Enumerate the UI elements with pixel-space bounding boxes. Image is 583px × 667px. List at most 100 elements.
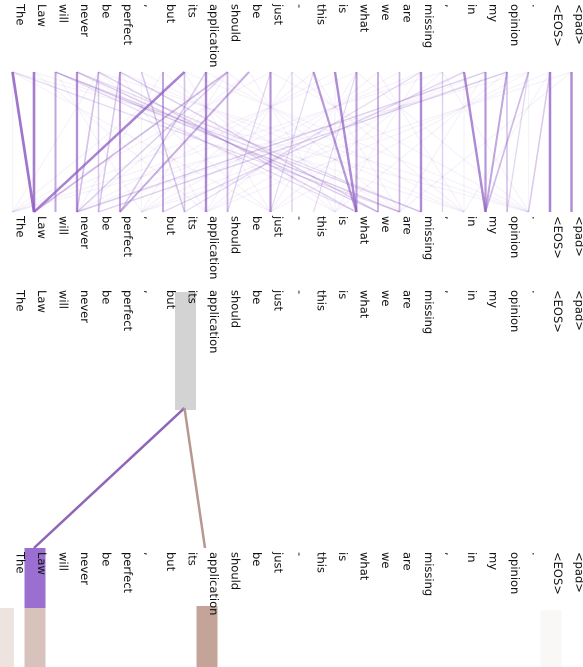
middle-token: opinion bbox=[508, 290, 522, 332]
middle-token: <pad> bbox=[573, 290, 583, 331]
top-target-token: be bbox=[250, 216, 264, 230]
attention-link bbox=[98, 71, 508, 213]
top-target-token: will bbox=[57, 216, 71, 235]
attention-link bbox=[484, 71, 508, 213]
middle-token: should bbox=[229, 290, 243, 328]
attention-link-faint bbox=[140, 71, 229, 213]
context-bar-law bbox=[24, 608, 46, 667]
middle-token: perfect bbox=[121, 290, 135, 332]
top-target-token: just bbox=[272, 215, 286, 237]
selected-token-highlight[interactable] bbox=[175, 292, 196, 410]
attention-link-faint bbox=[98, 71, 271, 213]
attention-link-faint bbox=[205, 71, 379, 213]
top-source-token: my bbox=[487, 4, 501, 22]
middle-token: are bbox=[401, 290, 415, 309]
top-target-token: should bbox=[229, 216, 243, 254]
top-source-token-column: The Law will never be perfect, but its applicati… bbox=[14, 3, 583, 67]
top-target-token: The bbox=[14, 215, 28, 237]
attention-link-faint bbox=[12, 71, 529, 213]
top-source-token: . bbox=[530, 4, 544, 8]
bottom-token: in bbox=[465, 552, 479, 562]
middle-token: Law bbox=[35, 290, 49, 313]
attention-link-faint bbox=[227, 71, 400, 213]
attention-link-faint bbox=[334, 71, 422, 213]
attention-link-faint bbox=[33, 71, 207, 213]
bottom-token: , bbox=[444, 552, 458, 556]
attention-link-faint bbox=[141, 71, 314, 213]
attention-link bbox=[76, 71, 100, 213]
middle-token: . bbox=[530, 290, 544, 294]
attention-link-faint bbox=[248, 71, 336, 213]
bottom-token: will bbox=[57, 552, 71, 571]
attention-link-faint bbox=[141, 71, 400, 213]
middle-token: but bbox=[164, 290, 178, 310]
bottom-token: opinion bbox=[508, 552, 522, 594]
top-source-token: opinion bbox=[508, 4, 522, 46]
top-source-token: <pad> bbox=[573, 4, 583, 45]
bottom-token: but bbox=[164, 552, 178, 572]
attention-link bbox=[76, 71, 422, 213]
top-source-token: but bbox=[164, 4, 178, 24]
top-source-token: <EOS> bbox=[551, 4, 565, 47]
focus-token-highlight-law bbox=[24, 548, 46, 608]
attention-link-faint bbox=[312, 71, 401, 213]
attention-link-faint bbox=[398, 71, 487, 213]
attention-link-faint bbox=[334, 71, 508, 213]
bottom-token: The bbox=[14, 551, 28, 573]
bottom-token: application bbox=[207, 552, 221, 615]
middle-token: never bbox=[78, 290, 92, 323]
attention-link-faint bbox=[356, 71, 529, 213]
attention-link bbox=[312, 71, 358, 213]
top-source-token: , bbox=[444, 4, 458, 8]
attention-link-faint bbox=[205, 71, 551, 213]
attention-link bbox=[506, 71, 530, 213]
middle-token: be bbox=[100, 290, 114, 304]
attention-link-faint bbox=[76, 71, 250, 213]
attention-link-faint bbox=[399, 71, 572, 213]
attention-link-faint bbox=[205, 71, 293, 213]
top-target-token: <EOS> bbox=[551, 216, 565, 259]
top-source-token: will bbox=[57, 4, 71, 23]
context-bar-eos bbox=[540, 610, 562, 667]
top-source-token: its bbox=[186, 4, 200, 18]
bottom-token: perfect bbox=[121, 552, 135, 594]
bottom-token: be bbox=[100, 552, 114, 566]
top-target-token: be bbox=[100, 216, 114, 230]
bottom-token: missing bbox=[422, 552, 436, 596]
attention-link bbox=[76, 71, 486, 213]
bottom-token: <EOS> bbox=[551, 552, 565, 595]
top-source-token: application bbox=[207, 4, 221, 67]
bottom-token: this bbox=[315, 552, 329, 573]
middle-token: just bbox=[272, 289, 286, 311]
top-target-token: this bbox=[315, 216, 329, 237]
attention-link bbox=[162, 71, 465, 213]
attention-link-faint bbox=[270, 71, 529, 213]
bottom-token: my bbox=[487, 552, 501, 570]
attention-link bbox=[527, 71, 551, 213]
top-attention-links bbox=[11, 71, 573, 213]
top-target-token: - bbox=[293, 216, 307, 220]
bottom-token: are bbox=[401, 552, 415, 571]
attention-link-faint bbox=[12, 71, 357, 213]
middle-token: - bbox=[293, 290, 307, 294]
attention-link-faint bbox=[12, 71, 271, 213]
middle-token: be bbox=[250, 290, 264, 304]
middle-token: my bbox=[487, 290, 501, 308]
attention-link-faint bbox=[291, 71, 465, 213]
top-target-token: is bbox=[336, 216, 350, 225]
middle-token: , bbox=[143, 290, 157, 294]
top-target-token: <pad> bbox=[573, 216, 583, 257]
top-source-token: never bbox=[78, 4, 92, 37]
attention-link-faint bbox=[270, 71, 529, 213]
top-target-token: application bbox=[207, 216, 221, 279]
top-target-token: in bbox=[465, 216, 479, 226]
middle-token: we bbox=[379, 290, 393, 306]
top-source-token: we bbox=[379, 4, 393, 20]
top-source-token: perfect bbox=[121, 4, 135, 46]
attention-link-faint bbox=[184, 71, 529, 213]
top-target-token: are bbox=[401, 216, 415, 235]
attention-link-faint bbox=[54, 71, 143, 213]
edge-its-to-law bbox=[33, 407, 186, 549]
attention-link bbox=[184, 71, 422, 213]
attention-link-faint bbox=[76, 71, 508, 213]
